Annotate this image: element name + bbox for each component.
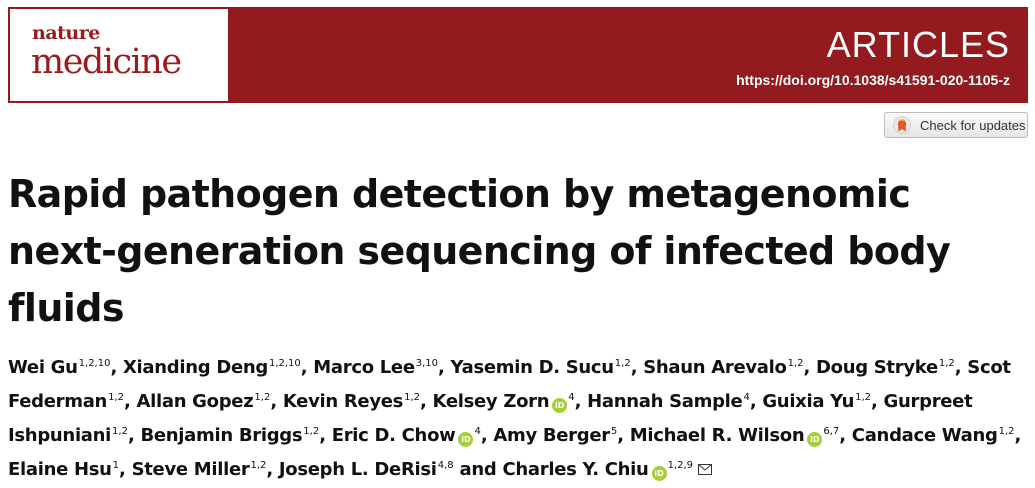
orcid-icon[interactable]: iD	[807, 432, 823, 447]
journal-logo[interactable]: nature medicine	[8, 7, 230, 103]
author-name[interactable]: Gurpreet Ishpuniani	[8, 391, 973, 446]
orcid-icon[interactable]: iD	[458, 432, 474, 447]
author-affiliation: 1,2	[250, 460, 267, 471]
logo-word-medicine: medicine	[31, 42, 182, 82]
author-affiliation: 4	[743, 392, 750, 403]
article-title: Rapid pathogen detection by metagenomic …	[8, 172, 951, 330]
author-affiliation: 1,2	[404, 392, 420, 403]
author-affiliation: 4	[474, 426, 481, 437]
author-name[interactable]: Scot Federman	[8, 357, 1011, 412]
author-name[interactable]: Allan Gopez	[136, 391, 254, 412]
author-affiliation: 1	[112, 460, 120, 471]
author-affiliation: 1,2	[254, 392, 271, 403]
author-name[interactable]: Kelsey Zorn	[432, 391, 550, 412]
author-affiliation: 1,2,10	[78, 358, 111, 369]
author-affiliation: 1,2	[112, 426, 128, 437]
orcid-icon[interactable]: iD	[552, 398, 568, 413]
author-list: Wei Gu1,2,10, Xianding Deng1,2,10, Marco…	[8, 357, 1022, 481]
author-affiliation: 5	[610, 426, 618, 437]
author-name[interactable]: Candace Wang	[851, 425, 998, 446]
author-name[interactable]: Benjamin Briggs	[140, 425, 303, 446]
author-affiliation: 1,2,9	[667, 460, 694, 471]
author-name[interactable]: Kevin Reyes	[282, 391, 404, 412]
journal-banner: nature medicine ARTICLES https://doi.org…	[8, 7, 1028, 103]
author-name[interactable]: Eric D. Chow	[331, 425, 456, 446]
author-affiliation: 6,7	[823, 426, 840, 437]
author-name[interactable]: Elaine Hsu	[8, 459, 112, 480]
logo-word-nature: nature	[32, 22, 100, 44]
author-affiliation: 1,2	[998, 426, 1015, 437]
author-name[interactable]: Steve Miller	[131, 459, 250, 480]
author-name[interactable]: Xianding Deng	[122, 357, 268, 378]
author-name[interactable]: Joseph L. DeRisi	[278, 459, 437, 480]
author-name[interactable]: Michael R. Wilson	[629, 425, 805, 446]
author-affiliation: 1,2	[938, 358, 955, 369]
author-affiliation: 1,2	[303, 426, 320, 437]
author-name[interactable]: Shaun Arevalo	[643, 357, 787, 378]
check-for-updates-button[interactable]: Check for updates	[884, 112, 1028, 138]
author-name[interactable]: Charles Y. Chiu	[502, 459, 649, 480]
author-affiliation: 1,2	[787, 358, 804, 369]
author-name[interactable]: Marco Lee	[313, 357, 415, 378]
author-affiliation: 4	[568, 392, 575, 403]
author-name[interactable]: Hannah Sample	[587, 391, 743, 412]
author-affiliation: 1,2	[614, 358, 631, 369]
author-affiliation: 4,8	[437, 460, 454, 471]
author-affiliation: 1,2	[855, 392, 872, 403]
author-affiliation: 1,2	[108, 392, 124, 403]
author-name[interactable]: Amy Berger	[493, 425, 610, 446]
author-affiliation: 1,2,10	[268, 358, 301, 369]
author-affiliation: 3,10	[415, 358, 438, 369]
section-label: ARTICLES	[826, 24, 1010, 65]
envelope-icon[interactable]	[698, 464, 713, 475]
author-name[interactable]: Yasemin D. Sucu	[450, 357, 615, 378]
author-name[interactable]: Doug Stryke	[816, 357, 938, 378]
orcid-icon[interactable]: iD	[651, 466, 667, 481]
author-name[interactable]: Wei Gu	[8, 357, 78, 378]
doi-link[interactable]: https://doi.org/10.1038/s41591-020-1105-…	[736, 72, 1010, 88]
author-name[interactable]: Guixia Yu	[762, 391, 855, 412]
crossmark-icon	[893, 116, 911, 134]
check-for-updates-label: Check for updates	[920, 117, 1026, 133]
